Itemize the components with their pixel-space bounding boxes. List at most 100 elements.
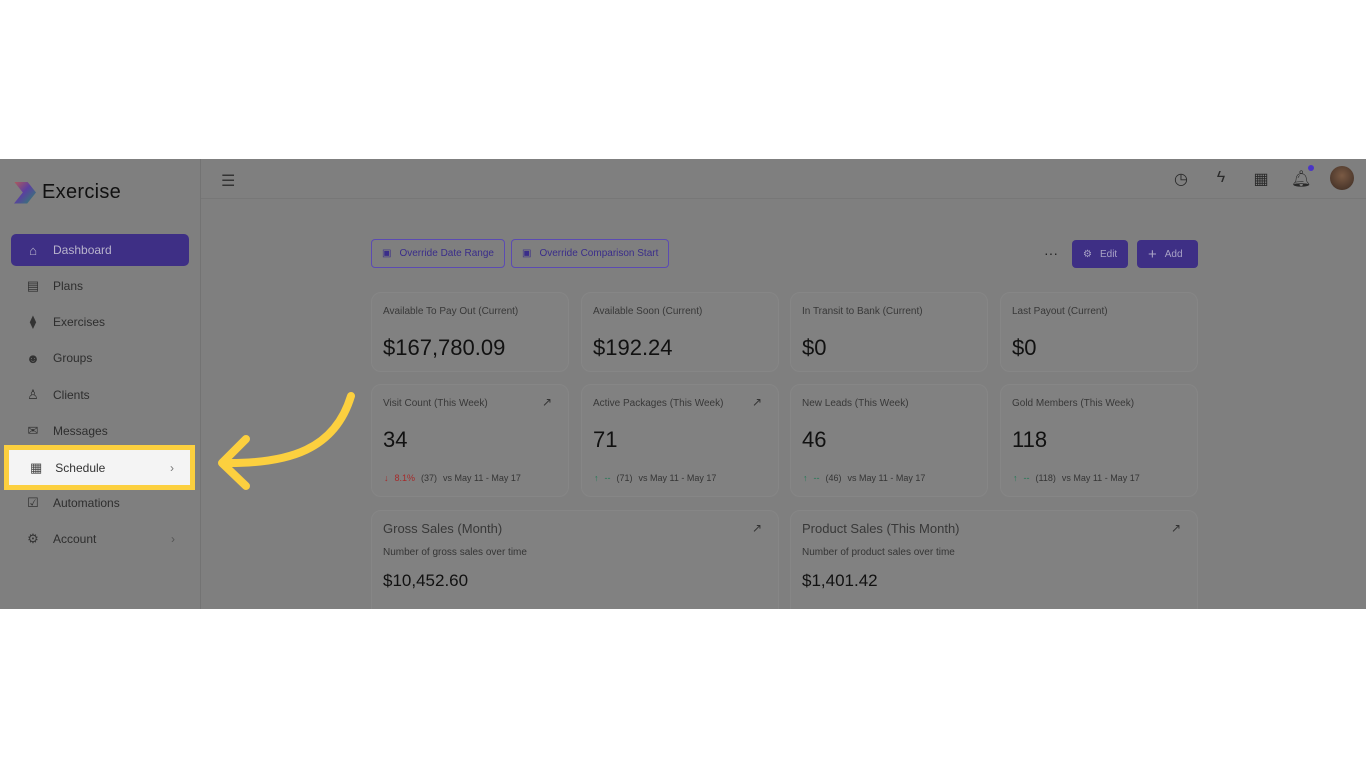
checkbox-icon: ☑	[27, 495, 39, 510]
notification-dot	[1308, 165, 1314, 171]
sidebar-item-groups[interactable]: ☻ Groups	[11, 342, 189, 374]
comparison-range: vs May 11 - May 17	[638, 473, 717, 483]
sidebar-item-clients[interactable]: ♙ Clients	[11, 379, 189, 411]
label: Account	[53, 532, 97, 546]
add-button[interactable]: + Add	[1137, 240, 1198, 268]
clock-icon[interactable]: ◷	[1174, 171, 1188, 188]
mail-icon: ✉	[27, 423, 39, 438]
stat-value: $167,780.09	[383, 335, 506, 360]
sidebar: Exercise ⌂ Dashboard ▤ Plans ⧫ Exercises ☻ G…	[0, 159, 201, 609]
change: 8.1%	[394, 473, 416, 483]
sidebar-item-messages[interactable]: ✉ Messages	[11, 415, 189, 447]
weekly-card: Visit Count (This Week) ↗ 34 ↓ 8.1% (37) vs Ma…	[371, 384, 569, 497]
previous-value: (37)	[421, 473, 438, 483]
gear-icon: ⚙	[27, 531, 39, 546]
logo[interactable]: Exercise	[14, 181, 121, 204]
stat-value: 34	[383, 427, 408, 452]
external-link-icon[interactable]: ↗	[541, 395, 552, 409]
sidebar-item-schedule-highlighted[interactable]: ▦ Schedule ›	[4, 445, 195, 490]
stat-value: 118	[1012, 427, 1048, 452]
stat-label: Active Packages (This Week)	[593, 398, 724, 409]
external-link-icon[interactable]: ↗	[751, 395, 762, 409]
change: --	[813, 473, 820, 483]
stat-card: In Transit to Bank (Current) $0	[790, 292, 988, 372]
label: Override Date Range	[399, 248, 494, 259]
chart-subtitle: Number of product sales over time	[802, 547, 955, 558]
dumbbell-icon: ⧫	[29, 314, 37, 329]
plus-icon: +	[1148, 245, 1157, 263]
grid-icon[interactable]: ▦	[1253, 171, 1269, 188]
stat-label: Last Payout (Current)	[1012, 306, 1108, 317]
lightning-icon[interactable]: ϟ	[1216, 169, 1226, 186]
menu-icon[interactable]: ☰	[221, 173, 236, 190]
calendar-icon: ▦	[30, 459, 43, 475]
stat-label: Available To Pay Out (Current)	[383, 306, 519, 317]
chart-value: $10,452.60	[383, 571, 469, 590]
override-comparison-start-button[interactable]: ▣ Override Comparison Start	[511, 239, 670, 268]
clipboard-icon: ▤	[26, 278, 40, 293]
stat-value: $192.24	[593, 335, 673, 360]
stat-card: Available Soon (Current) $192.24	[581, 292, 779, 372]
label: Messages	[53, 424, 108, 438]
arrow-up-icon: ↑	[1013, 473, 1018, 483]
label: Schedule	[55, 460, 106, 475]
arrow-down-icon: ↓	[384, 473, 389, 483]
stat-value: $0	[1012, 335, 1037, 360]
calendar-icon: ▣	[382, 248, 392, 259]
sidebar-item-exercises[interactable]: ⧫ Exercises	[11, 306, 189, 338]
label: Add	[1164, 248, 1183, 260]
avatar[interactable]	[1330, 166, 1354, 190]
home-icon: ⌂	[29, 242, 37, 258]
stat-value: $0	[802, 335, 827, 360]
previous-value: (118)	[1035, 473, 1056, 483]
weekly-card: Gold Members (This Week) 118 ↑ -- (118) vs Ma…	[1000, 384, 1198, 497]
logo-icon	[14, 181, 36, 204]
chart-subtitle: Number of gross sales over time	[383, 547, 527, 558]
external-link-icon[interactable]: ↗	[751, 521, 762, 535]
comparison: ↑ -- (118) vs May 11 - May 17	[1013, 473, 1140, 483]
arrow-up-icon: ↑	[803, 473, 808, 483]
arrow-up-icon: ↑	[594, 473, 599, 483]
stat-card: Available To Pay Out (Current) $167,780.0…	[371, 292, 569, 372]
comparison: ↓ 8.1% (37) vs May 11 - May 17	[384, 473, 521, 483]
stat-label: In Transit to Bank (Current)	[802, 306, 923, 317]
comparison-range: vs May 11 - May 17	[847, 473, 926, 483]
calendar-stack-icon: ▣	[522, 248, 532, 259]
sidebar-item-plans[interactable]: ▤ Plans	[11, 270, 189, 302]
chart-title: Product Sales (This Month)	[802, 521, 960, 536]
label: Automations	[53, 496, 120, 510]
weekly-card: New Leads (This Week) 46 ↑ -- (46) vs May 11 …	[790, 384, 988, 497]
chart-title: Gross Sales (Month)	[383, 521, 503, 536]
external-link-icon[interactable]: ↗	[1170, 521, 1181, 535]
stat-value: 46	[802, 427, 827, 452]
pointer-arrow-icon	[218, 392, 355, 490]
user-icon: ♙	[27, 387, 39, 402]
users-icon: ☻	[26, 350, 40, 366]
app-window: Exercise ⌂ Dashboard ▤ Plans ⧫ Exercises ☻ G…	[0, 159, 1366, 609]
gear-icon: ⚙	[1083, 248, 1092, 260]
label: Plans	[53, 279, 84, 293]
label: Override Comparison Start	[539, 248, 659, 259]
bell-icon[interactable]: 🔔︎	[1291, 171, 1312, 188]
comparison: ↑ -- (71) vs May 11 - May 17	[594, 473, 716, 483]
change: --	[1023, 473, 1030, 483]
label: Exercises	[53, 315, 106, 329]
label: Groups	[53, 351, 93, 365]
override-date-range-button[interactable]: ▣ Override Date Range	[371, 239, 505, 268]
chart-card-gross-sales: Gross Sales (Month) ↗ Number of gross sale…	[371, 510, 779, 609]
comparison-range: vs May 11 - May 17	[1061, 473, 1140, 483]
stat-label: Available Soon (Current)	[593, 306, 703, 317]
edit-button[interactable]: ⚙ Edit	[1072, 240, 1129, 268]
topbar: ☰ ◷ ϟ ▦ 🔔︎	[201, 159, 1366, 199]
label: Clients	[53, 388, 90, 402]
app-name: Exercise	[42, 181, 122, 203]
chart-card-product-sales: Product Sales (This Month) ↗ Number of pro…	[790, 510, 1198, 609]
stat-label: New Leads (This Week)	[802, 398, 909, 409]
sidebar-item-automations[interactable]: ☑ Automations	[11, 487, 189, 519]
more-options-button[interactable]: ···	[1044, 245, 1058, 261]
sidebar-item-dashboard[interactable]: ⌂ Dashboard	[11, 234, 189, 266]
sidebar-item-account[interactable]: ⚙ Account ›	[11, 523, 189, 555]
chevron-right-icon: ›	[170, 460, 174, 475]
weekly-card: Active Packages (This Week) ↗ 71 ↑ -- (71) vs …	[581, 384, 779, 497]
comparison-range: vs May 11 - May 17	[443, 473, 521, 483]
